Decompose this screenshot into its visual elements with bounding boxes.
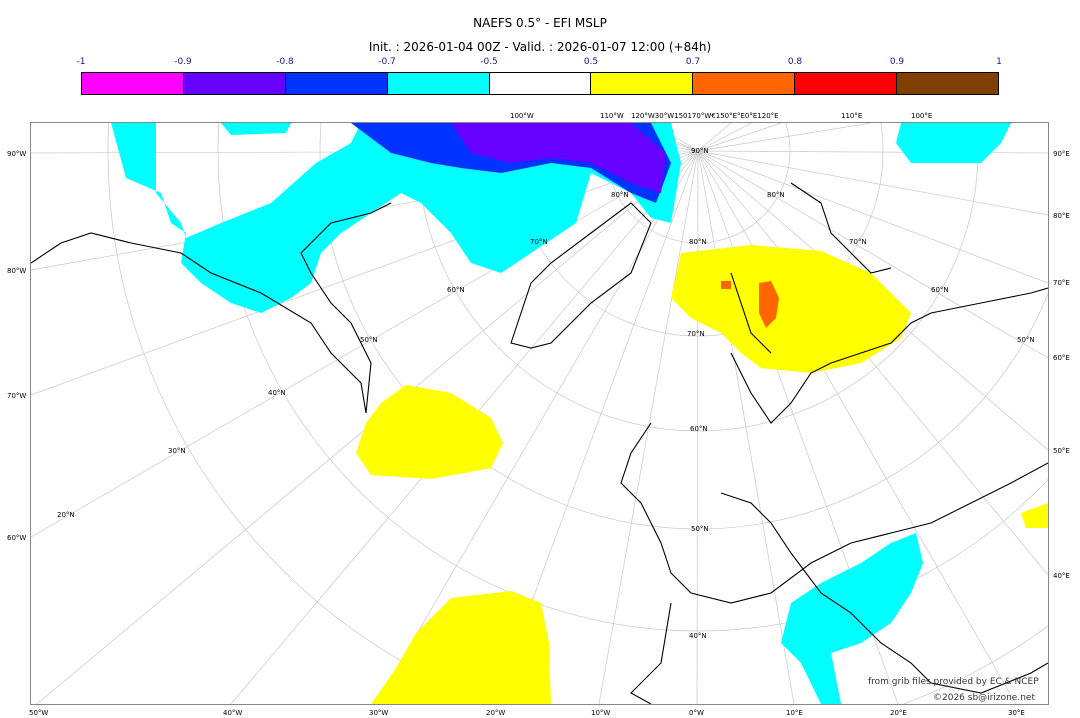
longitude-label-left: 80°W [7,267,27,275]
longitude-label-left: 90°W [7,150,27,158]
longitude-label-right: 90°E [1053,150,1070,158]
meridian-line [697,150,1049,284]
cyan-region-mediterranean [781,533,923,704]
orange-spot [721,281,731,289]
colorbar-tick-label: -0.5 [480,57,498,67]
longitude-label-right: 70°E [1053,279,1070,287]
longitude-label-bottom: 0°W [689,709,704,717]
figure-title: NAEFS 0.5° - EFI MSLP [473,16,607,30]
latitude-label: 20°N [57,511,75,519]
colorbar-tick-label: 1 [996,57,1002,67]
parallel-circle [107,0,1080,718]
parallel-circle [217,0,1080,632]
colorbar-swatch [591,73,694,94]
colorbar-swatch [897,73,999,94]
latitude-label: 40°N [689,632,707,640]
yellow-region-atlantic [356,385,503,479]
cyan-region-north-america [111,123,681,313]
latitude-label: 70°N [849,238,867,246]
latitude-label: 90°N [691,147,709,155]
coastlines [30,182,1049,705]
data-source-credit: from grib files provided by EC & NCEP [868,677,1039,687]
meridian-line [697,122,782,152]
colorbar-tick-label: -0.9 [174,57,192,67]
efi-shading [111,123,1048,704]
latitude-label: 60°N [447,286,465,294]
meridian-line [697,122,752,152]
longitude-label-right: 40°E [1053,572,1070,580]
meridian-line [375,150,699,705]
longitude-label-top: 100°E [911,112,933,120]
colorbar-tick-label: 0.8 [787,57,803,67]
longitude-label-left: 70°W [7,392,27,400]
colorbar-tick-label: 0.5 [583,57,599,67]
longitude-label-bottom: 50°W [29,709,49,717]
colorbar-swatch [795,73,898,94]
colorbar-tick-label: -0.8 [276,57,294,67]
yellow-region-south-atlantic [371,591,551,704]
colorbar [81,72,999,95]
colorbar-swatch [82,73,184,94]
longitude-label-bottom: 10°E [786,709,803,717]
latitude-label: 60°N [690,425,708,433]
meridian-line [697,150,1049,359]
yellow-region-east [1021,503,1048,528]
longitude-label-left: 60°W [7,534,27,542]
meridian-line [697,150,1049,576]
purple-region-arctic [451,123,666,193]
colorbar-swatch [387,73,490,94]
copyright-credit: ©2026 sb@irizone.net [933,693,1035,703]
map-panel: 90°W 80°W 70°W 60°W 90°E 80°E 70°E 60°E 50°E 40°E… [7,0,1080,718]
latitude-label: 40°N [268,389,286,397]
yellow-region-scandinavia [671,245,911,373]
longitude-label-bottom: 10°W [591,709,611,717]
latitude-label: 50°N [360,336,378,344]
latitude-label: 60°N [931,286,949,294]
latitude-label: 80°N [689,238,707,246]
colorbar-swatch [183,73,286,94]
colorbar-tick-label: 0.7 [685,57,701,67]
longitude-label-right: 80°E [1053,212,1070,220]
meridian-line [697,150,1049,216]
meridian-line [697,150,1017,705]
longitude-label-bottom: 20°W [486,709,506,717]
latitude-label: 50°N [1017,336,1035,344]
colorbar-swatch [693,73,796,94]
latitude-label: 50°N [691,525,709,533]
longitude-label-bottom: 30°W [369,709,389,717]
colorbar-swatch [489,73,592,94]
latitude-label: 80°N [611,191,629,199]
map-canvas [30,0,1080,718]
orange-region-norway [759,281,779,328]
latitude-label: 70°N [530,238,548,246]
figure-subtitle: Init. : 2026-01-04 00Z - Valid. : 2026-0… [368,40,712,54]
longitude-label-bottom: 30°E [1008,709,1025,717]
cyan-region-top-left [221,123,291,135]
cyan-region-top-right [896,123,1011,163]
longitude-label-right: 60°E [1053,354,1070,362]
longitude-label-top: 120°W30°W150170°W€150°E°E0°E120°E [631,112,779,120]
longitude-label-bottom: 40°W [223,709,243,717]
latitude-label: 30°N [168,447,186,455]
meridian-line [697,150,1049,154]
longitude-label-top: 110°E [841,112,863,120]
longitude-label-bottom: 20°E [890,709,907,717]
longitude-label-right: 50°E [1053,447,1070,455]
meridian-line [30,150,699,538]
meridian-line [697,122,732,152]
colorbar-tick-label: -0.7 [378,57,396,67]
colorbar-tick-label: -1 [76,57,86,67]
meridian-line [697,122,872,152]
meridian-line [697,150,795,705]
meridian-line [30,150,699,396]
latitude-label: 70°N [687,330,705,338]
colorbar-swatch [285,73,388,94]
colorbar-tick-label: 0.9 [889,57,905,67]
longitude-label-top: 100°W [510,112,534,120]
longitude-label-top: 110°W [600,112,624,120]
latitude-label: 80°N [767,191,785,199]
